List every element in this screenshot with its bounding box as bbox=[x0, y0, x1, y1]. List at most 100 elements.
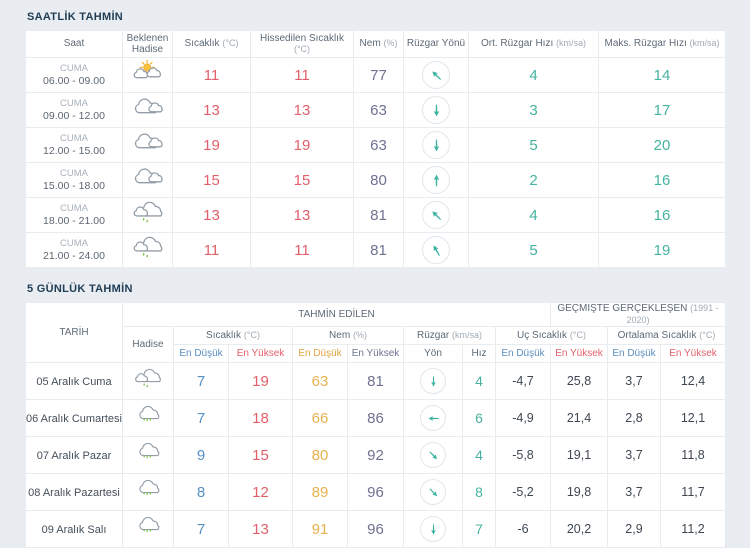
col-unit: (°C) bbox=[293, 44, 311, 54]
hourly-header-row: Saat Beklenen Hadise Sıcaklık (°C) Hisse… bbox=[25, 30, 726, 58]
condition-cell bbox=[122, 510, 174, 548]
avg-wind-speed-cell: 4 bbox=[468, 57, 599, 93]
average-low-cell: 2,9 bbox=[607, 510, 661, 548]
extreme-low-cell: -6 bbox=[495, 510, 551, 548]
time-slot-cell: CUMA 21.00 - 24.00 bbox=[25, 232, 123, 268]
wind-direction-icon bbox=[422, 61, 450, 89]
col-label: Maks. Rüzgar Hızı bbox=[604, 38, 687, 50]
wind-direction-icon bbox=[422, 236, 450, 264]
wind-direction-cell bbox=[403, 362, 463, 400]
hourly-forecast-row: CUMA 18.00 - 21.00 13 13 81 4 16 bbox=[25, 197, 726, 233]
day-label: CUMA bbox=[60, 168, 88, 179]
time-range-label: 18.00 - 21.00 bbox=[43, 215, 105, 227]
humidity-cell: 80 bbox=[353, 162, 404, 198]
wind-direction-cell bbox=[403, 127, 469, 163]
daily-forecast-row: 05 Aralık Cuma 7 19 63 81 4 -4,7 25,8 3,… bbox=[25, 362, 726, 400]
col-label: Uç Sıcaklık bbox=[517, 329, 568, 341]
feels-like-cell: 15 bbox=[250, 162, 354, 198]
group-header-ortalama-sicaklik: Ortalama Sıcaklık (°C) bbox=[607, 326, 726, 345]
temp-high-cell: 19 bbox=[228, 362, 293, 400]
average-high-cell: 12,4 bbox=[660, 362, 726, 400]
condition-cell bbox=[122, 232, 173, 268]
condition-cell bbox=[122, 399, 174, 437]
average-low-cell: 3,7 bbox=[607, 473, 661, 511]
date-cell: 05 Aralık Cuma bbox=[25, 362, 123, 400]
sub-header-extreme-high: En Yüksek bbox=[550, 344, 608, 363]
col-label: Ort. Rüzgar Hızı bbox=[480, 38, 554, 50]
avg-wind-speed-cell: 2 bbox=[468, 162, 599, 198]
time-range-label: 15.00 - 18.00 bbox=[43, 180, 105, 192]
temperature-cell: 13 bbox=[172, 92, 251, 128]
max-wind-speed-cell: 19 bbox=[598, 232, 726, 268]
daily-forecast-row: 08 Aralık Pazartesi 8 12 89 96 8 -5,2 19… bbox=[25, 473, 726, 511]
col-label: Sıcaklık bbox=[206, 329, 242, 341]
sub-header-humidity-low: En Düşük bbox=[292, 344, 348, 363]
avg-wind-speed-cell: 3 bbox=[468, 92, 599, 128]
col-unit: (°C) bbox=[699, 329, 716, 340]
average-high-cell: 11,7 bbox=[660, 473, 726, 511]
temp-low-cell: 7 bbox=[173, 510, 229, 548]
hourly-forecast-row: CUMA 09.00 - 12.00 13 13 63 3 17 bbox=[25, 92, 726, 128]
wind-direction-icon bbox=[420, 442, 446, 468]
date-cell: 06 Aralık Cumartesi bbox=[25, 399, 123, 437]
weather-condition-icon bbox=[129, 129, 167, 156]
humidity-cell: 81 bbox=[353, 232, 404, 268]
temperature-cell: 19 bbox=[172, 127, 251, 163]
time-slot-cell: CUMA 09.00 - 12.00 bbox=[25, 92, 123, 128]
time-range-label: 06.00 - 09.00 bbox=[43, 75, 105, 87]
wind-speed-cell: 4 bbox=[462, 362, 496, 400]
daily-section-title: 5 GÜNLÜK TAHMİN bbox=[27, 283, 133, 295]
wind-speed-cell: 8 bbox=[462, 473, 496, 511]
col-header-ruzgar-yonu: Rüzgar Yönü bbox=[403, 30, 469, 58]
col-header-hadise: Hadise bbox=[122, 326, 174, 363]
hourly-forecast-row: CUMA 06.00 - 09.00 11 11 77 4 14 bbox=[25, 57, 726, 93]
col-label: Sıcaklık bbox=[184, 38, 220, 50]
extreme-high-cell: 20,2 bbox=[550, 510, 608, 548]
col-label: Ortalama Sıcaklık bbox=[617, 329, 697, 341]
day-label: CUMA bbox=[60, 203, 88, 214]
col-header-sicaklik: Sıcaklık (°C) bbox=[172, 30, 251, 58]
hourly-forecast-row: CUMA 21.00 - 24.00 11 11 81 5 19 bbox=[25, 232, 726, 268]
hourly-forecast-table: Saat Beklenen Hadise Sıcaklık (°C) Hisse… bbox=[25, 30, 726, 268]
day-label: CUMA bbox=[60, 98, 88, 109]
humidity-cell: 81 bbox=[353, 197, 404, 233]
time-range-label: 09.00 - 12.00 bbox=[43, 110, 105, 122]
condition-cell bbox=[122, 57, 173, 93]
col-header-nem: Nem (%) bbox=[353, 30, 404, 58]
temperature-cell: 13 bbox=[172, 197, 251, 233]
wind-speed-cell: 6 bbox=[462, 399, 496, 437]
humidity-high-cell: 96 bbox=[347, 473, 404, 511]
humidity-cell: 63 bbox=[353, 127, 404, 163]
max-wind-speed-cell: 16 bbox=[598, 162, 726, 198]
weather-condition-icon bbox=[131, 514, 165, 539]
weather-condition-icon bbox=[131, 440, 165, 465]
date-cell: 09 Aralık Salı bbox=[25, 510, 123, 548]
wind-direction-icon bbox=[420, 368, 446, 394]
condition-cell bbox=[122, 162, 173, 198]
col-header-tahmin-edilen: TAHMİN EDİLEN bbox=[122, 302, 551, 327]
wind-speed-cell: 4 bbox=[462, 436, 496, 474]
col-label: Beklenen Hadise bbox=[126, 32, 169, 56]
temperature-cell: 15 bbox=[172, 162, 251, 198]
col-label: Rüzgar bbox=[416, 329, 450, 341]
day-label: CUMA bbox=[60, 133, 88, 144]
col-header-tarih: TARİH bbox=[25, 302, 123, 363]
group-header-uc-sicaklik: Uç Sıcaklık (°C) bbox=[495, 326, 608, 345]
weather-condition-icon bbox=[129, 234, 167, 261]
wind-direction-cell bbox=[403, 92, 469, 128]
col-label: GEÇMİŞTE GERÇEKLEŞEN bbox=[557, 303, 688, 315]
daily-header-row-2: Hadise Sıcaklık (°C) Nem (%) Rüzgar (km/… bbox=[26, 326, 726, 363]
feels-like-cell: 19 bbox=[250, 127, 354, 163]
col-unit: (%) bbox=[383, 38, 398, 49]
wind-direction-cell bbox=[403, 197, 469, 233]
hourly-forecast-row: CUMA 12.00 - 15.00 19 19 63 5 20 bbox=[25, 127, 726, 163]
date-label: 05 Aralık Cuma bbox=[36, 376, 112, 388]
wind-direction-icon bbox=[420, 405, 446, 431]
col-unit: (%) bbox=[352, 329, 367, 340]
time-slot-cell: CUMA 12.00 - 15.00 bbox=[25, 127, 123, 163]
humidity-low-cell: 80 bbox=[292, 436, 348, 474]
condition-cell bbox=[122, 197, 173, 233]
weather-condition-icon bbox=[131, 477, 165, 502]
average-low-cell: 2,8 bbox=[607, 399, 661, 437]
humidity-high-cell: 96 bbox=[347, 510, 404, 548]
